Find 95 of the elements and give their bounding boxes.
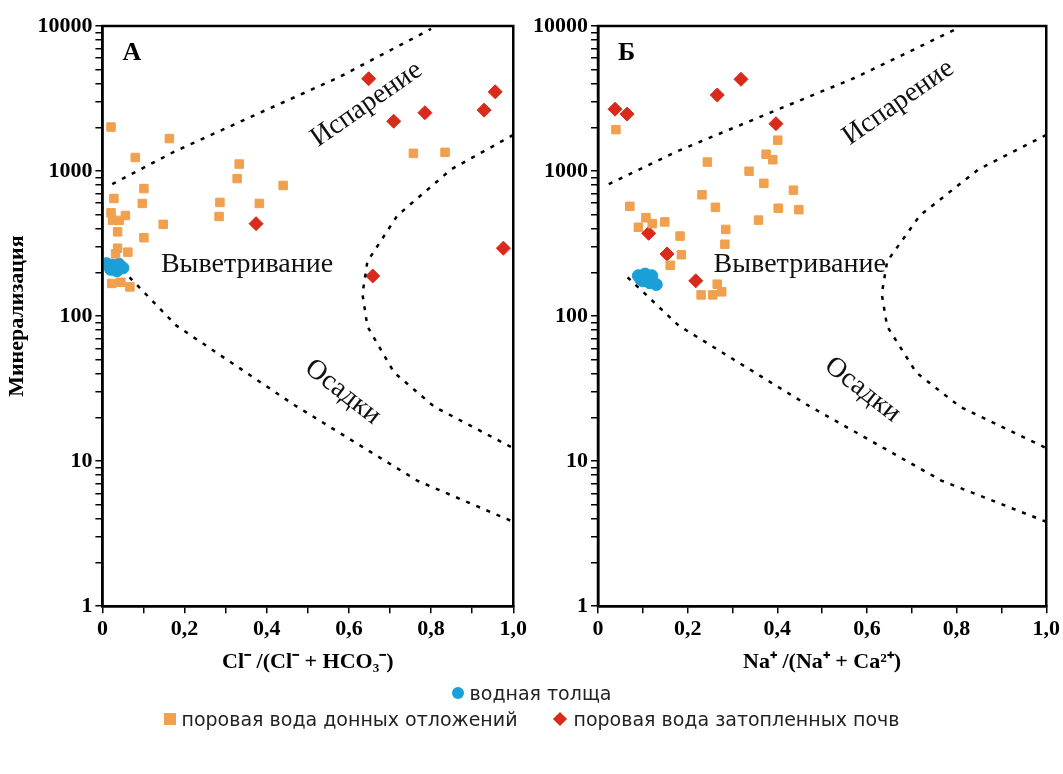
point — [254, 198, 265, 209]
point — [107, 278, 117, 289]
y-tick-label: 100 — [555, 301, 588, 327]
legend-label: водная толща — [469, 682, 612, 704]
point — [768, 116, 784, 132]
legend-label: поровая вода донных отложений — [181, 708, 518, 730]
point — [708, 290, 718, 300]
point — [773, 135, 783, 145]
point — [116, 277, 126, 288]
x-axis-title: Na⁺ /(Na⁺ + Ca²⁺) — [743, 648, 902, 674]
point — [716, 287, 727, 297]
point — [214, 211, 224, 222]
point — [768, 154, 778, 165]
chart-title: А — [122, 36, 142, 66]
point — [109, 193, 119, 204]
point — [660, 217, 670, 227]
point — [788, 185, 799, 195]
point — [487, 84, 503, 100]
point — [649, 278, 663, 292]
point — [733, 71, 749, 87]
x-tick-label: 1,0 — [499, 615, 527, 641]
point — [234, 159, 244, 169]
y-axis-title: Минерализация — [2, 235, 28, 397]
x-tick-label: 0,4 — [763, 615, 792, 641]
y-tick-label: 1000 — [48, 156, 93, 182]
point — [709, 87, 725, 103]
point — [365, 268, 381, 284]
point — [761, 149, 771, 159]
point — [158, 219, 168, 230]
point — [248, 216, 264, 232]
point — [130, 152, 141, 163]
x-axis-title: Cl⁻ /(Cl⁻ + HCO₃⁻) — [222, 648, 394, 674]
x-tick-label: 0,4 — [252, 615, 281, 641]
x-tick-label: 0,8 — [942, 615, 971, 641]
point — [278, 180, 288, 191]
point — [633, 222, 644, 232]
legend-label: поровая вода затопленных почв — [573, 708, 900, 730]
point — [676, 249, 687, 260]
point — [495, 240, 511, 256]
point — [641, 225, 657, 241]
point — [720, 239, 730, 249]
point — [619, 106, 635, 122]
annotation: Выветривание — [160, 246, 334, 278]
x-tick-label: 0,6 — [335, 615, 363, 641]
point — [106, 122, 116, 132]
point — [675, 231, 685, 241]
point — [611, 124, 621, 135]
point — [759, 178, 769, 189]
point — [232, 173, 242, 184]
y-tick-label: 10 — [566, 446, 588, 472]
point — [659, 246, 675, 262]
point — [688, 273, 704, 289]
point — [794, 204, 804, 215]
point — [440, 147, 450, 158]
x-tick-label: 1,0 — [1032, 615, 1060, 641]
y-tick-label: 10000 — [37, 11, 93, 37]
point — [721, 224, 731, 235]
point — [696, 290, 706, 300]
x-tick-label: 0,6 — [853, 615, 881, 641]
y-tick-label: 1 — [81, 591, 93, 617]
point — [697, 190, 707, 200]
y-tick-label: 100 — [59, 301, 93, 327]
point — [123, 247, 133, 257]
point — [125, 282, 135, 292]
point — [164, 133, 175, 144]
point — [476, 102, 492, 118]
y-tick-label: 1 — [577, 591, 588, 617]
line-series — [111, 27, 433, 186]
point — [744, 166, 754, 176]
point — [114, 215, 124, 226]
point — [112, 227, 123, 237]
y-tick-label: 10000 — [533, 11, 588, 37]
x-tick-label: 0,2 — [170, 615, 199, 641]
point — [139, 232, 149, 243]
x-tick-label: 0,2 — [673, 615, 702, 641]
point — [625, 201, 635, 212]
y-tick-label: 10 — [70, 446, 93, 472]
point — [753, 215, 764, 225]
point — [702, 157, 713, 167]
point — [773, 203, 783, 213]
point — [665, 260, 675, 271]
annotation: Выветривание — [713, 246, 886, 278]
point — [647, 218, 657, 229]
point — [215, 197, 225, 208]
point — [408, 148, 419, 159]
point — [607, 101, 623, 117]
point — [137, 198, 147, 209]
point — [139, 183, 149, 194]
chart-title: Б — [618, 36, 636, 66]
x-tick-label: 0,8 — [417, 615, 445, 641]
x-tick-label: 0 — [96, 615, 108, 641]
point — [710, 202, 721, 213]
x-tick-label: 0 — [592, 615, 604, 641]
point — [110, 249, 121, 259]
y-tick-label: 1000 — [544, 156, 588, 182]
